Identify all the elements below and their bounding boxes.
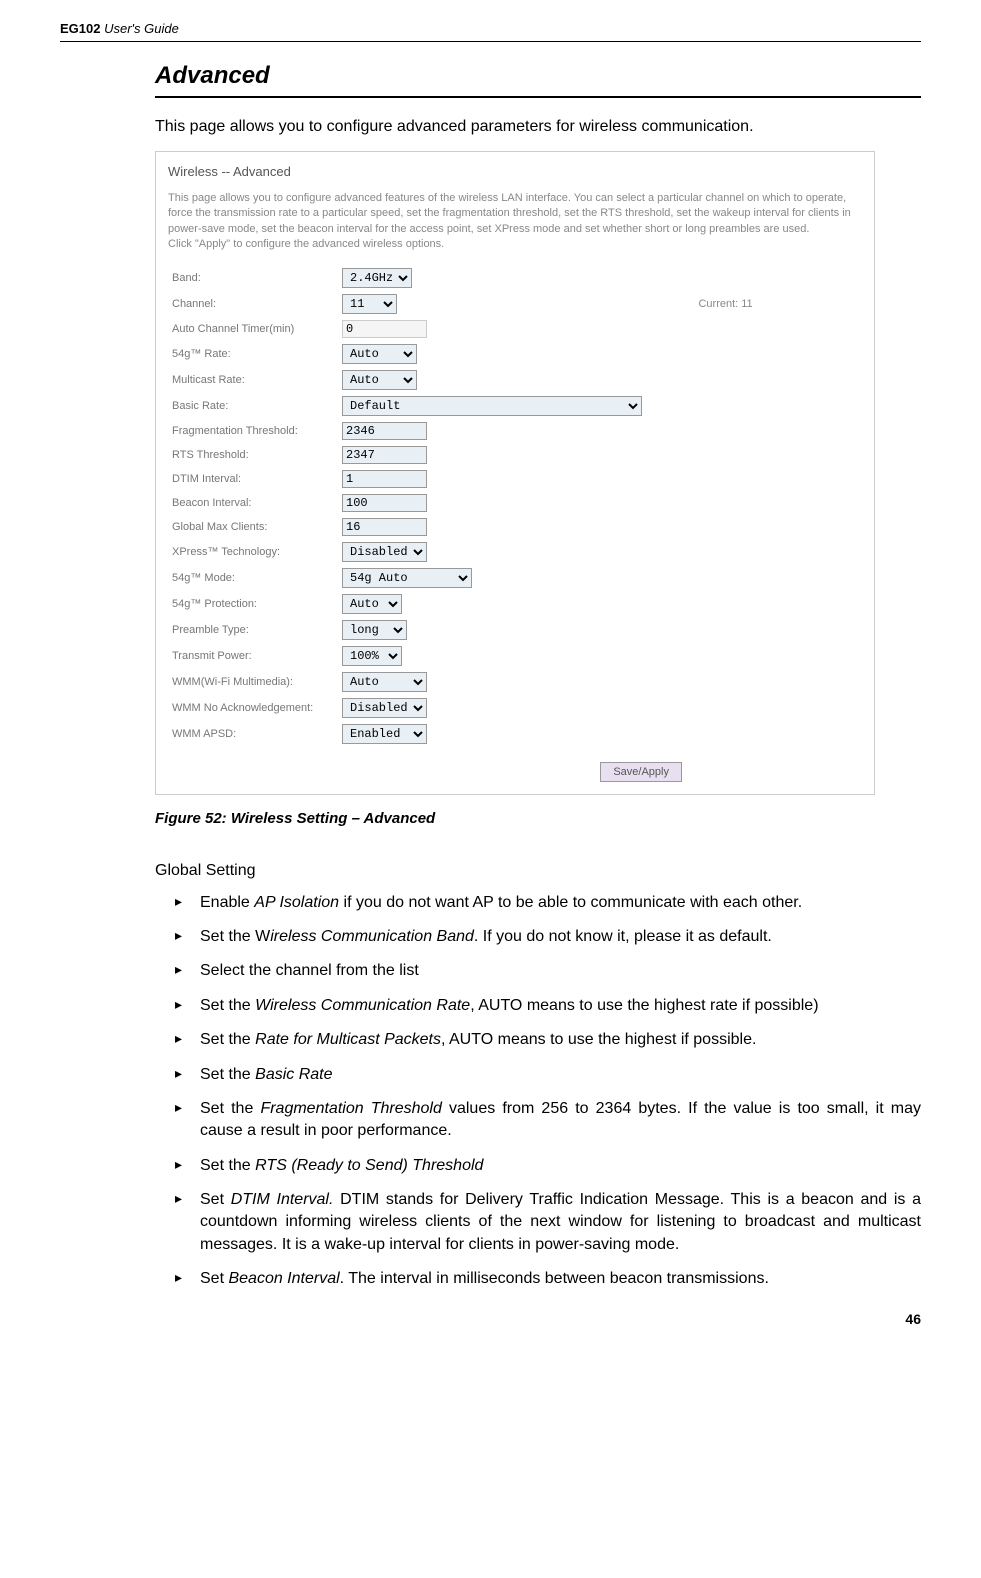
auto-timer-label: Auto Channel Timer(min) <box>168 317 338 341</box>
page-header: EG102 User's Guide <box>60 20 921 42</box>
mode54g-label: 54g™ Mode: <box>168 565 338 591</box>
multicast-label: Multicast Rate: <box>168 367 338 393</box>
save-button-row: Save/Apply <box>168 762 862 782</box>
band-label: Band: <box>168 265 338 291</box>
basic-rate-label: Basic Rate: <box>168 393 338 419</box>
list-item: Select the channel from the list <box>175 960 921 982</box>
prot54g-select[interactable]: Auto <box>342 594 402 614</box>
xpress-select[interactable]: Disabled <box>342 542 427 562</box>
settings-form-table: Band: 2.4GHz Channel: 11 Current: 11 Aut… <box>168 265 862 747</box>
frag-input[interactable] <box>342 422 427 440</box>
wireless-advanced-screenshot: Wireless -- Advanced This page allows yo… <box>155 151 875 795</box>
preamble-label: Preamble Type: <box>168 617 338 643</box>
auto-timer-input[interactable] <box>342 320 427 338</box>
global-max-input[interactable] <box>342 518 427 536</box>
product-name: EG102 <box>60 21 100 36</box>
section-title: Advanced <box>155 62 921 98</box>
list-item: Set the Wireless Communication Rate, AUT… <box>175 995 921 1017</box>
list-item: Set the RTS (Ready to Send) Threshold <box>175 1155 921 1177</box>
xpress-label: XPress™ Technology: <box>168 539 338 565</box>
page-number: 46 <box>60 1311 921 1327</box>
wmm-noack-select[interactable]: Disabled <box>342 698 427 718</box>
wmm-apsd-label: WMM APSD: <box>168 721 338 747</box>
intro-paragraph: This page allows you to configure advanc… <box>155 118 921 136</box>
band-select[interactable]: 2.4GHz <box>342 268 412 288</box>
header-text: EG102 User's Guide <box>60 21 179 36</box>
current-channel-text: Current: 11 <box>548 298 752 310</box>
wmm-apsd-select[interactable]: Enabled <box>342 724 427 744</box>
prot54g-label: 54g™ Protection: <box>168 591 338 617</box>
preamble-select[interactable]: long <box>342 620 407 640</box>
rate54g-label: 54g™ Rate: <box>168 341 338 367</box>
dtim-input[interactable] <box>342 470 427 488</box>
list-item: Set the Wireless Communication Band. If … <box>175 926 921 948</box>
list-item: Set Beacon Interval. The interval in mil… <box>175 1268 921 1290</box>
list-item: Set the Fragmentation Threshold values f… <box>175 1098 921 1143</box>
channel-label: Channel: <box>168 291 338 317</box>
frag-label: Fragmentation Threshold: <box>168 419 338 443</box>
basic-rate-select[interactable]: Default <box>342 396 642 416</box>
rts-input[interactable] <box>342 446 427 464</box>
txpower-label: Transmit Power: <box>168 643 338 669</box>
wmm-noack-label: WMM No Acknowledgement: <box>168 695 338 721</box>
screenshot-description: This page allows you to configure advanc… <box>168 191 862 253</box>
txpower-select[interactable]: 100% <box>342 646 402 666</box>
multicast-select[interactable]: Auto <box>342 370 417 390</box>
figure-caption: Figure 52: Wireless Setting – Advanced <box>155 810 921 827</box>
header-suffix: User's Guide <box>104 21 179 36</box>
beacon-input[interactable] <box>342 494 427 512</box>
channel-select[interactable]: 11 <box>342 294 397 314</box>
list-item: Set DTIM Interval. DTIM stands for Deliv… <box>175 1189 921 1256</box>
global-max-label: Global Max Clients: <box>168 515 338 539</box>
bullet-list: Enable AP Isolation if you do not want A… <box>175 892 921 1291</box>
wmm-select[interactable]: Auto <box>342 672 427 692</box>
rate54g-select[interactable]: Auto <box>342 344 417 364</box>
mode54g-select[interactable]: 54g Auto <box>342 568 472 588</box>
list-item: Enable AP Isolation if you do not want A… <box>175 892 921 914</box>
screenshot-title: Wireless -- Advanced <box>168 164 862 179</box>
dtim-label: DTIM Interval: <box>168 467 338 491</box>
rts-label: RTS Threshold: <box>168 443 338 467</box>
subsection-title: Global Setting <box>155 862 921 880</box>
beacon-label: Beacon Interval: <box>168 491 338 515</box>
save-apply-button[interactable]: Save/Apply <box>600 762 682 782</box>
list-item: Set the Rate for Multicast Packets, AUTO… <box>175 1029 921 1051</box>
list-item: Set the Basic Rate <box>175 1064 921 1086</box>
wmm-label: WMM(Wi-Fi Multimedia): <box>168 669 338 695</box>
